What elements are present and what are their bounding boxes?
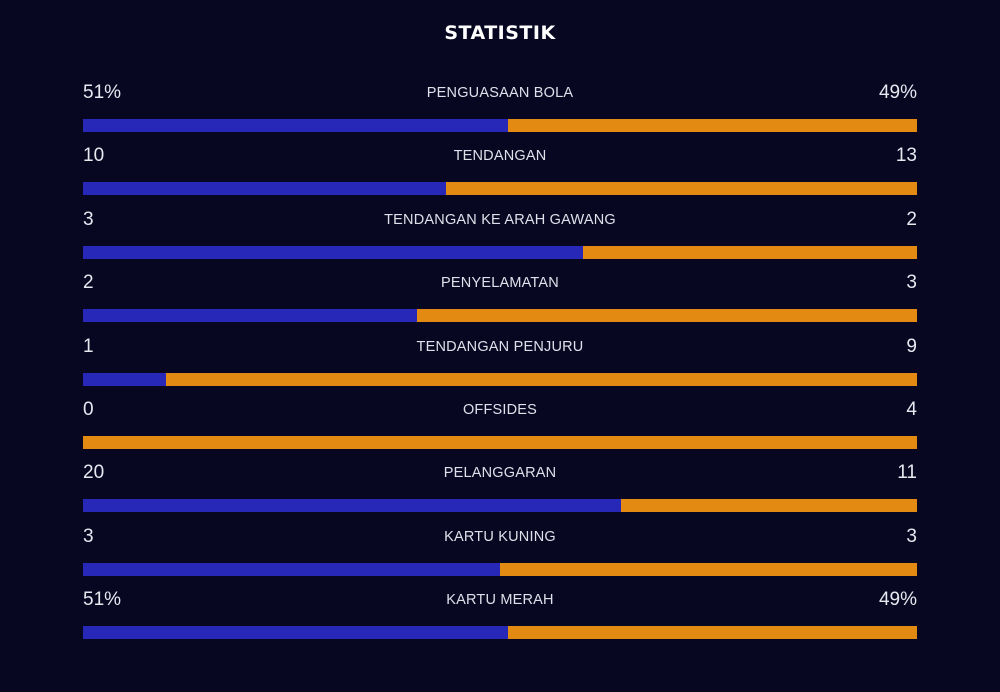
stat-label: KARTU MERAH [446, 592, 554, 609]
away-share-fill [83, 435, 917, 449]
home-share-fill [83, 499, 622, 513]
stat-labels: 51% KARTU MERAH 49% [83, 587, 917, 625]
home-value: 51% [83, 82, 122, 103]
stat-label: TENDANGAN [453, 148, 547, 165]
stat-row: 2 PENYELAMATAN 3 [83, 270, 917, 333]
stat-row: 3 KARTU KUNING 3 [83, 524, 917, 587]
away-share-fill [508, 119, 917, 132]
comparison-bar [83, 626, 917, 640]
stat-row: 51% KARTU MERAH 49% [83, 587, 917, 650]
comparison-bar [83, 309, 917, 323]
away-share-fill [500, 562, 917, 576]
away-share-fill [445, 182, 917, 196]
stats-list: 51% PENGUASAAN BOLA 49% 10 TENDANGAN 13 3 TENDA… [83, 80, 917, 651]
stat-label: PELANGGARAN [443, 465, 557, 482]
away-value: 9 [906, 335, 917, 357]
stat-label: TENDANGAN KE ARAH GAWANG [384, 211, 616, 228]
home-value: 1 [83, 335, 94, 357]
home-value: 51% [83, 589, 122, 611]
away-share-fill [583, 245, 917, 259]
away-value: 3 [906, 525, 917, 547]
stat-labels: 51% PENGUASAAN BOLA 49% [83, 80, 917, 118]
stat-label: TENDANGAN PENJURU [416, 338, 584, 355]
away-value: 11 [897, 462, 917, 484]
home-value: 2 [83, 272, 94, 294]
stat-labels: 10 TENDANGAN 13 [83, 143, 917, 181]
home-share-fill [83, 372, 167, 386]
home-share-fill [83, 182, 446, 196]
comparison-bar [83, 562, 917, 576]
stat-label: PENGUASAAN BOLA [426, 85, 574, 101]
stat-row: 10 TENDANGAN 13 [83, 143, 917, 206]
stat-labels: 3 KARTU KUNING 3 [83, 524, 917, 562]
comparison-bar [83, 435, 917, 449]
home-value: 3 [83, 208, 94, 230]
page-title: STATISTIK [444, 22, 556, 44]
comparison-bar [83, 182, 917, 196]
home-value: 10 [83, 145, 105, 167]
away-value: 49% [878, 82, 917, 103]
away-value: 4 [906, 398, 917, 420]
stat-labels: 1 TENDANGAN PENJURU 9 [83, 334, 917, 372]
comparison-bar [83, 499, 917, 513]
stat-row: 20 PELANGGARAN 11 [83, 460, 917, 523]
away-share-fill [166, 372, 917, 386]
home-value: 20 [83, 462, 105, 484]
stat-labels: 2 PENYELAMATAN 3 [83, 270, 917, 308]
stat-labels: 0 OFFSIDES 4 [83, 397, 917, 435]
home-value: 3 [83, 525, 94, 547]
stat-row: 0 OFFSIDES 4 [83, 397, 917, 460]
home-share-fill [83, 562, 500, 576]
home-share-fill [83, 309, 417, 323]
home-share-fill [83, 626, 509, 640]
stat-row: 1 TENDANGAN PENJURU 9 [83, 334, 917, 397]
away-share-fill [416, 309, 917, 323]
stat-label: PENYELAMATAN [441, 275, 559, 292]
comparison-bar [83, 245, 917, 259]
comparison-bar [83, 119, 917, 132]
stat-label: OFFSIDES [462, 401, 538, 418]
stat-label: KARTU KUNING [444, 528, 556, 545]
away-value: 2 [906, 208, 917, 230]
away-value: 3 [906, 272, 917, 294]
away-share-fill [621, 499, 917, 513]
stat-row: 51% PENGUASAAN BOLA 49% [83, 80, 917, 143]
away-value: 49% [878, 589, 917, 611]
stat-labels: 3 TENDANGAN KE ARAH GAWANG 2 [83, 207, 917, 245]
stat-labels: 20 PELANGGARAN 11 [83, 460, 917, 498]
stat-row: 3 TENDANGAN KE ARAH GAWANG 2 [83, 207, 917, 270]
away-share-fill [508, 626, 917, 640]
comparison-bar [83, 372, 917, 386]
home-value: 0 [83, 398, 94, 420]
away-value: 13 [895, 145, 917, 167]
home-share-fill [83, 119, 509, 132]
home-share-fill [83, 245, 584, 259]
